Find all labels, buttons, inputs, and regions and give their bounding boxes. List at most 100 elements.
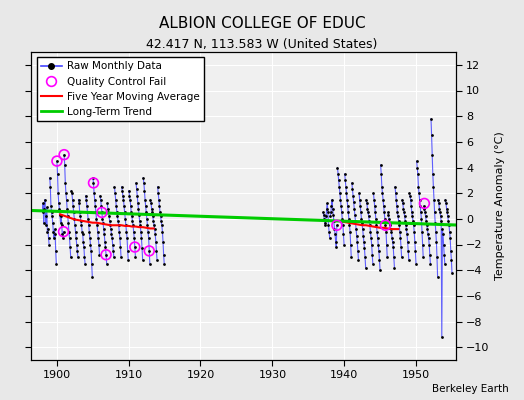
Point xyxy=(349,192,357,199)
Point xyxy=(337,203,345,209)
Point xyxy=(391,190,400,196)
Point xyxy=(368,252,376,258)
Point xyxy=(402,226,411,232)
Point xyxy=(388,239,397,245)
Point xyxy=(81,260,89,267)
Point xyxy=(444,213,452,220)
Point xyxy=(137,228,145,235)
Point xyxy=(334,177,343,184)
Point xyxy=(436,213,445,220)
Point xyxy=(342,190,351,196)
Point xyxy=(426,260,434,267)
Point xyxy=(80,244,88,250)
Point xyxy=(405,190,413,196)
Point xyxy=(359,232,367,239)
Point xyxy=(420,203,428,209)
Point xyxy=(97,203,105,209)
Point xyxy=(94,235,103,241)
Point xyxy=(356,203,365,209)
Point xyxy=(438,226,446,232)
Point xyxy=(405,257,413,263)
Point xyxy=(114,218,122,225)
Point xyxy=(84,222,93,228)
Point xyxy=(333,222,341,228)
Point xyxy=(407,196,415,203)
Point xyxy=(104,209,113,216)
Point xyxy=(406,192,414,199)
Point xyxy=(92,209,100,216)
Point xyxy=(446,235,454,241)
Point xyxy=(343,203,352,209)
Point xyxy=(396,228,404,235)
Point xyxy=(151,239,160,245)
Point xyxy=(355,190,363,196)
Point xyxy=(53,158,61,164)
Point xyxy=(410,228,418,235)
Point xyxy=(400,209,408,216)
Point xyxy=(399,200,407,207)
Point xyxy=(378,190,387,196)
Point xyxy=(103,200,112,207)
Point xyxy=(118,192,127,199)
Point xyxy=(416,203,424,209)
Point xyxy=(350,199,358,205)
Point xyxy=(68,196,77,203)
Point xyxy=(150,222,158,228)
Point xyxy=(88,260,96,267)
Point xyxy=(336,190,344,196)
Point xyxy=(140,187,149,194)
Point xyxy=(119,196,128,203)
Point xyxy=(379,196,387,203)
Point xyxy=(143,216,151,222)
Point xyxy=(79,231,87,238)
Point xyxy=(138,257,147,263)
Point xyxy=(155,196,163,203)
Point xyxy=(337,209,346,216)
Point xyxy=(133,186,141,192)
Point xyxy=(51,231,59,238)
Point xyxy=(118,187,126,194)
Point xyxy=(64,220,72,226)
Point xyxy=(332,239,340,245)
Point xyxy=(400,213,409,220)
Point xyxy=(126,203,135,209)
Point xyxy=(375,248,383,254)
Point xyxy=(158,228,167,235)
Point xyxy=(440,252,449,258)
Point xyxy=(156,209,164,216)
Point xyxy=(322,213,330,220)
Point xyxy=(445,228,454,235)
Point xyxy=(413,171,422,177)
Point xyxy=(84,216,92,222)
Point xyxy=(64,228,73,235)
Point xyxy=(375,257,384,263)
Point xyxy=(55,205,63,212)
Point xyxy=(154,184,162,190)
Point xyxy=(100,226,108,232)
Point xyxy=(140,180,148,186)
Point xyxy=(42,204,51,210)
Point xyxy=(82,196,91,203)
Point xyxy=(54,190,62,196)
Point xyxy=(425,252,434,258)
Point xyxy=(117,184,126,190)
Point xyxy=(86,235,94,241)
Point xyxy=(46,174,54,181)
Point xyxy=(63,213,72,220)
Point xyxy=(141,196,149,203)
Point xyxy=(95,241,103,248)
Point xyxy=(83,203,91,209)
Point xyxy=(326,209,335,216)
Point xyxy=(325,235,334,241)
Point xyxy=(66,244,74,250)
Point xyxy=(122,228,130,235)
Point xyxy=(145,248,154,254)
Point xyxy=(91,203,100,209)
Y-axis label: Temperature Anomaly (°C): Temperature Anomaly (°C) xyxy=(495,132,505,280)
Point xyxy=(85,228,93,235)
Point xyxy=(388,235,396,241)
Point xyxy=(420,200,429,207)
Point xyxy=(347,254,355,260)
Point xyxy=(383,241,391,248)
Point xyxy=(321,220,329,226)
